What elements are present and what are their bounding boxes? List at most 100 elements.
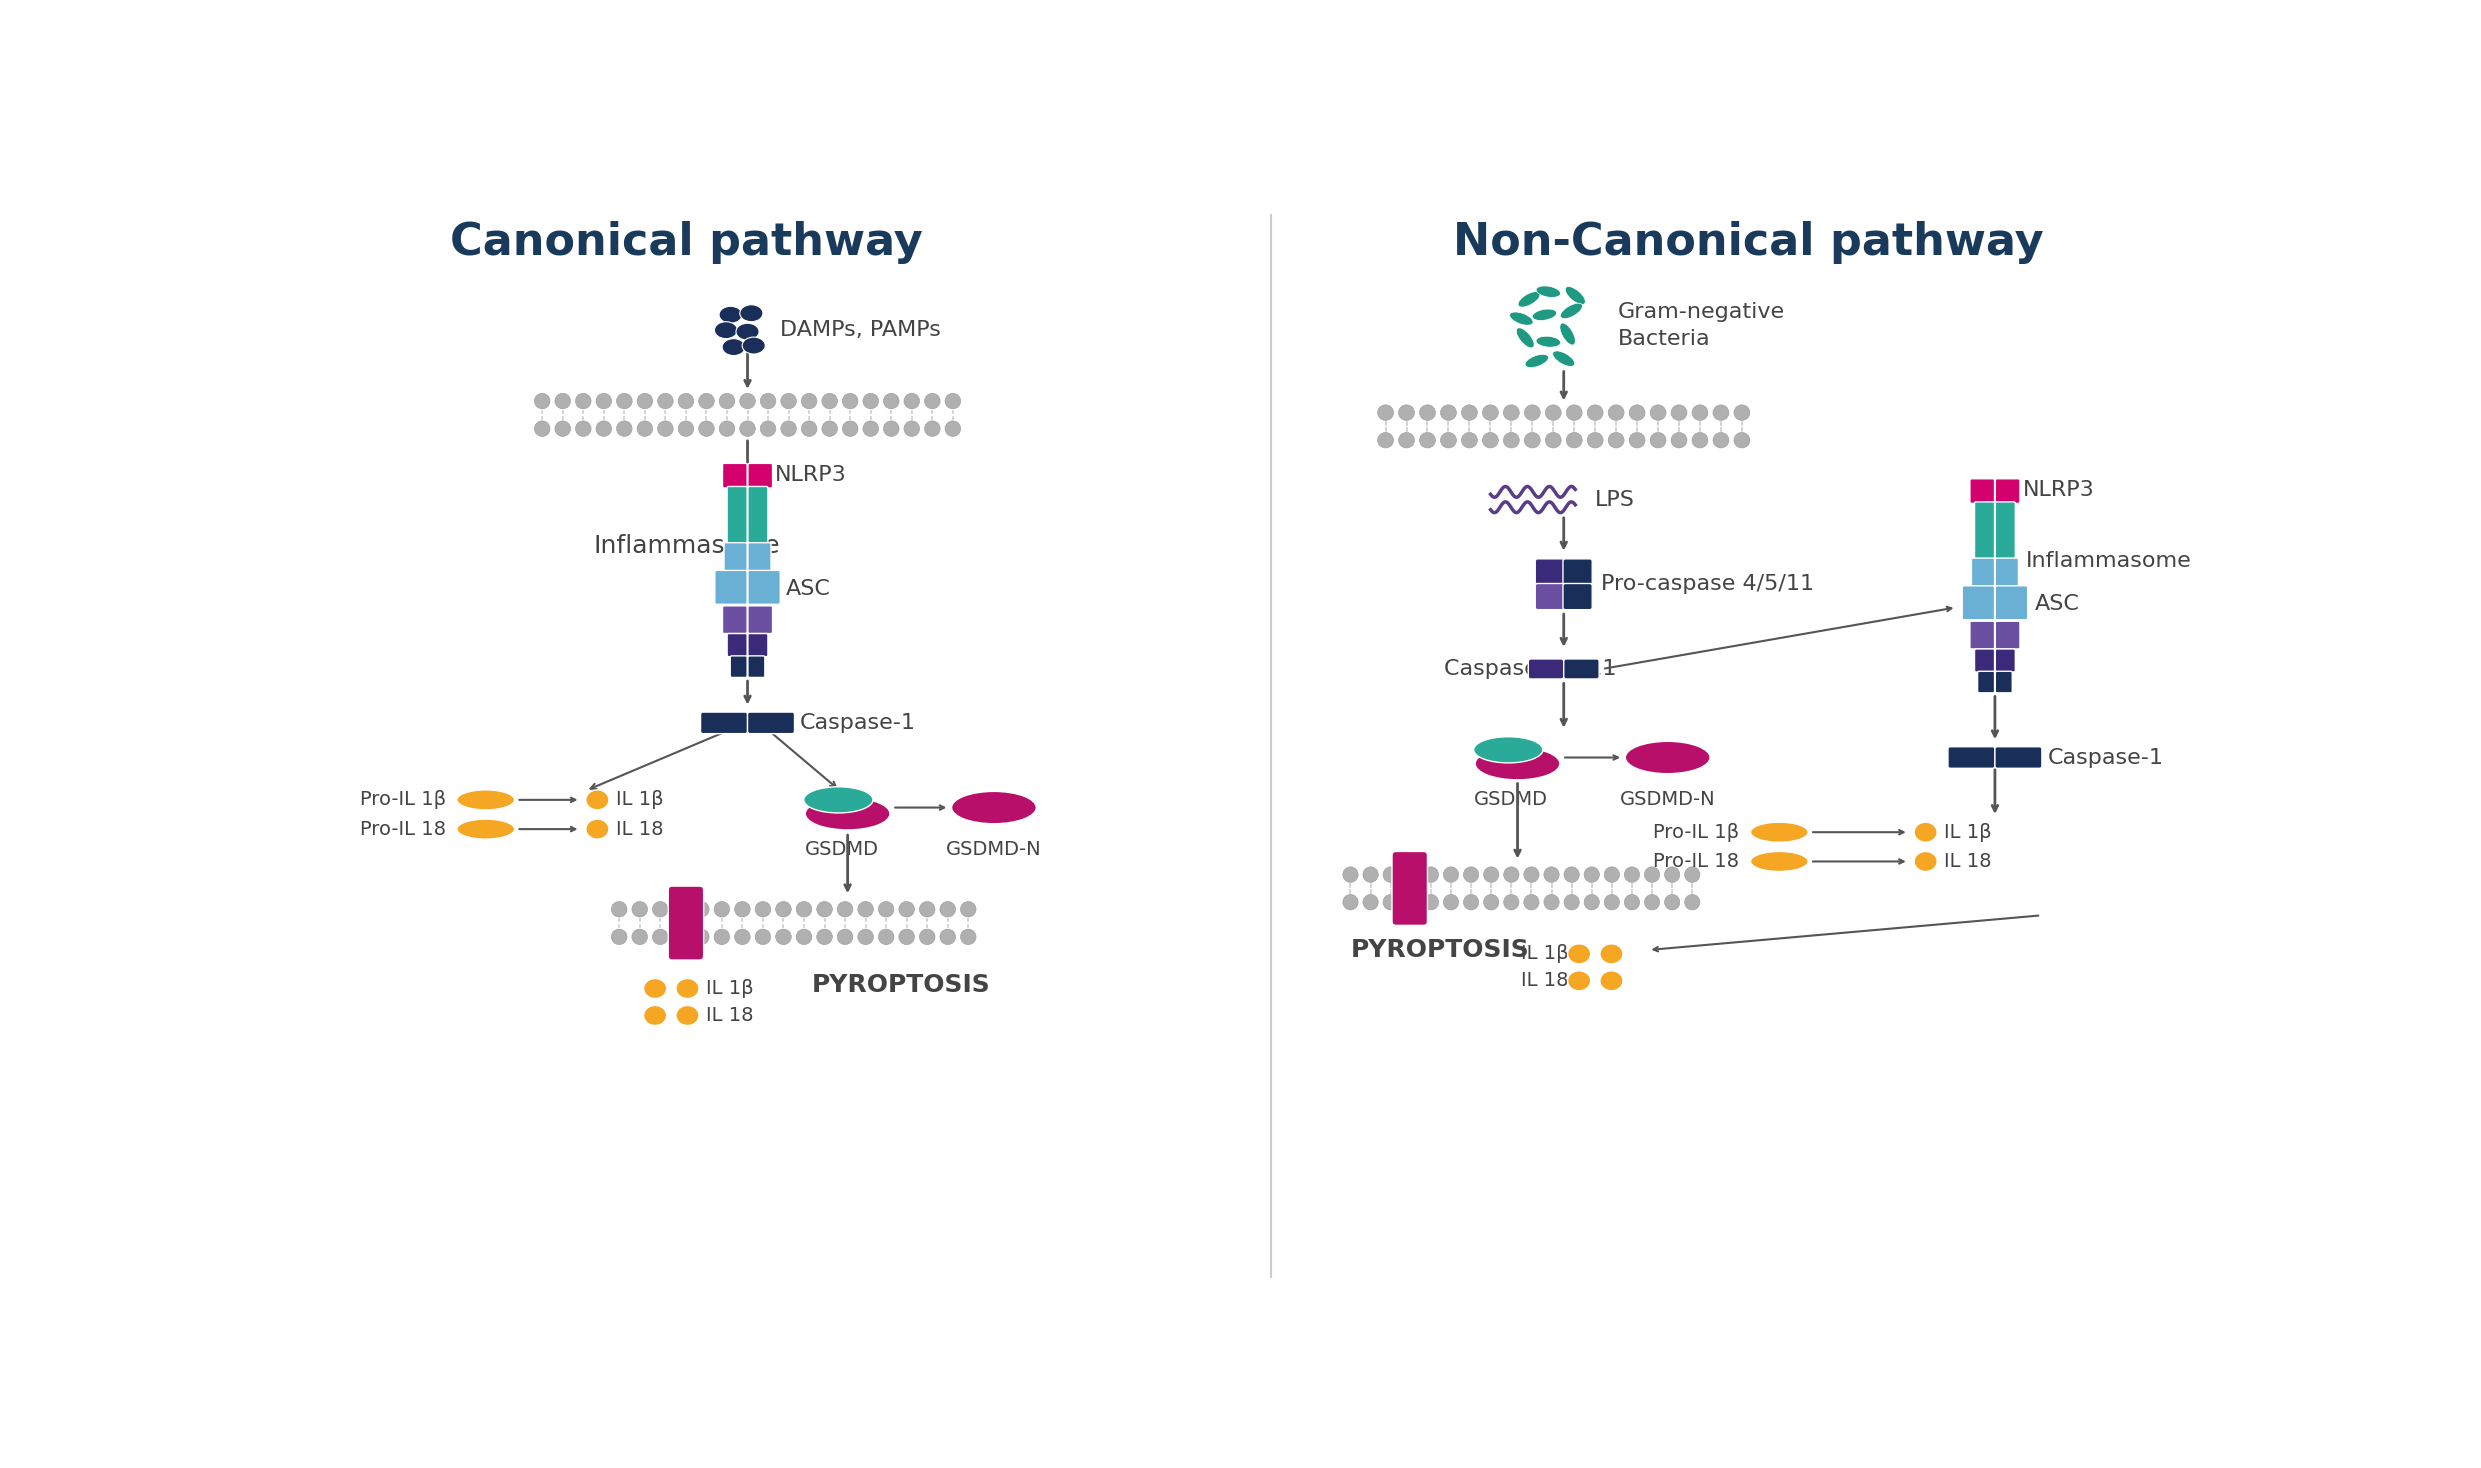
- Ellipse shape: [836, 929, 853, 944]
- FancyBboxPatch shape: [747, 656, 764, 677]
- Ellipse shape: [1561, 323, 1575, 345]
- Ellipse shape: [1600, 970, 1623, 991]
- Ellipse shape: [1566, 405, 1583, 420]
- FancyBboxPatch shape: [667, 887, 705, 960]
- Ellipse shape: [1583, 894, 1600, 910]
- Ellipse shape: [586, 819, 608, 840]
- Ellipse shape: [1518, 292, 1541, 307]
- Ellipse shape: [734, 929, 749, 944]
- Ellipse shape: [863, 393, 878, 408]
- FancyBboxPatch shape: [1975, 502, 1995, 559]
- FancyBboxPatch shape: [1995, 671, 2012, 693]
- Text: IL 18: IL 18: [1521, 972, 1568, 991]
- Ellipse shape: [1484, 894, 1499, 910]
- Ellipse shape: [759, 393, 777, 408]
- Ellipse shape: [643, 1006, 667, 1026]
- Ellipse shape: [903, 421, 920, 436]
- Ellipse shape: [1533, 310, 1556, 320]
- Ellipse shape: [940, 929, 955, 944]
- Ellipse shape: [940, 901, 955, 918]
- Text: ASC: ASC: [786, 578, 831, 599]
- Ellipse shape: [1484, 866, 1499, 882]
- FancyBboxPatch shape: [1563, 559, 1593, 586]
- Ellipse shape: [737, 323, 759, 341]
- Ellipse shape: [719, 421, 734, 436]
- Text: Inflammasome: Inflammasome: [2024, 550, 2191, 571]
- Ellipse shape: [742, 338, 764, 354]
- Ellipse shape: [1630, 405, 1645, 420]
- Ellipse shape: [1625, 894, 1640, 910]
- Ellipse shape: [653, 901, 667, 918]
- Text: IL 1β: IL 1β: [615, 790, 662, 809]
- Ellipse shape: [1399, 405, 1414, 420]
- Ellipse shape: [1461, 405, 1476, 420]
- Ellipse shape: [953, 791, 1037, 824]
- FancyBboxPatch shape: [722, 606, 747, 634]
- FancyBboxPatch shape: [715, 571, 747, 605]
- Ellipse shape: [672, 901, 690, 918]
- Ellipse shape: [675, 979, 700, 998]
- Ellipse shape: [844, 393, 858, 408]
- FancyBboxPatch shape: [722, 464, 747, 487]
- Ellipse shape: [1503, 433, 1518, 448]
- Ellipse shape: [920, 929, 935, 944]
- Ellipse shape: [739, 393, 754, 408]
- Text: Caspase 4/5/11: Caspase 4/5/11: [1444, 659, 1618, 680]
- Text: GSDMD: GSDMD: [804, 840, 878, 859]
- FancyBboxPatch shape: [747, 486, 769, 543]
- FancyBboxPatch shape: [1995, 586, 2027, 619]
- Ellipse shape: [1536, 286, 1561, 298]
- Ellipse shape: [1685, 894, 1699, 910]
- Ellipse shape: [1672, 433, 1687, 448]
- Ellipse shape: [595, 421, 613, 436]
- FancyBboxPatch shape: [1970, 479, 1995, 504]
- Ellipse shape: [633, 929, 648, 944]
- Text: IL 18: IL 18: [615, 819, 662, 838]
- Ellipse shape: [1625, 741, 1709, 774]
- Ellipse shape: [925, 421, 940, 436]
- Ellipse shape: [1665, 866, 1680, 882]
- Ellipse shape: [777, 929, 791, 944]
- Ellipse shape: [1913, 851, 1938, 872]
- Ellipse shape: [801, 393, 816, 408]
- Text: Pro-IL 18: Pro-IL 18: [360, 819, 447, 838]
- Ellipse shape: [1536, 336, 1561, 348]
- FancyBboxPatch shape: [1563, 583, 1593, 609]
- FancyBboxPatch shape: [1972, 558, 1995, 589]
- Text: Bacteria: Bacteria: [1618, 329, 1709, 348]
- Ellipse shape: [1734, 433, 1749, 448]
- Text: GSDMD-N: GSDMD-N: [1620, 790, 1714, 809]
- Ellipse shape: [1424, 866, 1439, 882]
- Ellipse shape: [1672, 405, 1687, 420]
- Ellipse shape: [1474, 737, 1543, 763]
- FancyBboxPatch shape: [1563, 659, 1600, 680]
- Ellipse shape: [1523, 894, 1538, 910]
- Ellipse shape: [1362, 866, 1379, 882]
- Ellipse shape: [556, 393, 571, 408]
- Text: Pro-caspase 4/5/11: Pro-caspase 4/5/11: [1600, 574, 1814, 595]
- Ellipse shape: [883, 393, 898, 408]
- FancyBboxPatch shape: [747, 712, 794, 734]
- FancyBboxPatch shape: [1962, 586, 1995, 619]
- Ellipse shape: [638, 393, 653, 408]
- Ellipse shape: [1526, 354, 1548, 367]
- Ellipse shape: [1566, 433, 1583, 448]
- Ellipse shape: [782, 393, 796, 408]
- Ellipse shape: [1503, 866, 1518, 882]
- Ellipse shape: [576, 421, 590, 436]
- Ellipse shape: [1605, 866, 1620, 882]
- Text: ASC: ASC: [2034, 595, 2079, 614]
- Ellipse shape: [1382, 894, 1399, 910]
- Text: IL 1β: IL 1β: [707, 979, 754, 998]
- Ellipse shape: [1476, 747, 1561, 780]
- Ellipse shape: [1692, 405, 1707, 420]
- Ellipse shape: [844, 421, 858, 436]
- Ellipse shape: [1546, 405, 1561, 420]
- FancyBboxPatch shape: [1975, 649, 1995, 672]
- Ellipse shape: [1665, 894, 1680, 910]
- Ellipse shape: [1523, 405, 1541, 420]
- Ellipse shape: [1523, 433, 1541, 448]
- Ellipse shape: [695, 929, 710, 944]
- Ellipse shape: [739, 305, 764, 321]
- Text: Pro-IL 1β: Pro-IL 1β: [360, 790, 447, 809]
